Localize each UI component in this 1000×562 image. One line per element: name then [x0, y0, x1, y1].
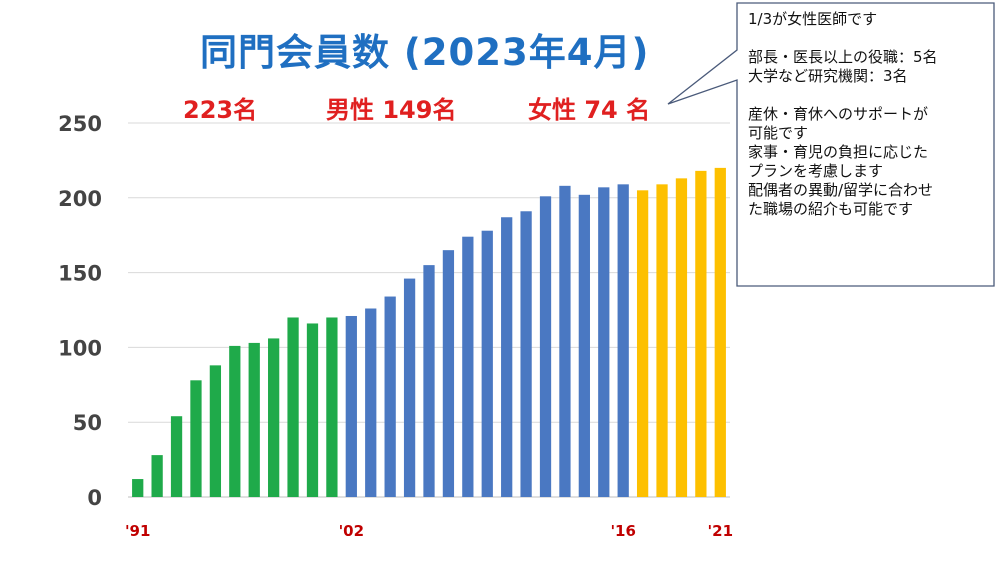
bar — [578, 194, 590, 498]
bar — [423, 265, 435, 497]
callout-line: た職場の紹介も可能です — [748, 200, 914, 218]
bar — [501, 217, 513, 498]
bar — [598, 187, 610, 497]
bar — [636, 190, 649, 497]
bar — [695, 170, 707, 497]
y-tick-label: 100 — [58, 336, 102, 360]
bar — [326, 317, 338, 497]
bar — [442, 250, 455, 497]
bar — [151, 455, 163, 497]
x-axis-ticks: '91 '02 '16 '21 — [125, 522, 733, 540]
bar — [190, 380, 202, 497]
bar — [306, 323, 319, 497]
bar — [617, 184, 629, 497]
callout-line: 家事・育児の負担に応じた — [748, 143, 929, 161]
callout-line — [748, 29, 988, 48]
x-tick-label: '21 — [708, 522, 733, 540]
y-tick-label: 250 — [58, 112, 102, 136]
callout-line: プランを考慮します — [748, 162, 884, 180]
bar — [209, 365, 222, 497]
bar — [481, 230, 493, 497]
callout-line: 部長・医長以上の役職：5名 — [748, 48, 938, 66]
x-tick-label: '02 — [339, 522, 364, 540]
male-members: 男性 149名 — [326, 96, 457, 124]
bar — [675, 178, 688, 498]
bar — [462, 236, 474, 498]
bar — [559, 185, 571, 497]
bar — [384, 296, 396, 497]
bar — [170, 416, 183, 497]
callout-line: 1/3が女性医師です — [748, 10, 878, 28]
callout-line: 産休・育休へのサポートが — [748, 105, 929, 123]
callout-line: 配偶者の異動/留学に合わせ — [748, 181, 934, 199]
bar — [287, 317, 299, 497]
bar — [268, 338, 280, 497]
total-members: 223名 — [183, 96, 258, 124]
y-tick-label: 0 — [87, 486, 102, 510]
chart-title: 同門会員数 (2023年4月) — [200, 31, 650, 74]
bar — [403, 278, 416, 497]
x-tick-label: '91 — [125, 522, 150, 540]
bar — [345, 315, 357, 497]
bar — [229, 345, 241, 497]
female-members: 女性 74 名 — [528, 96, 651, 124]
bar — [248, 342, 260, 497]
y-axis-ticks: 0 50 100 150 200 250 — [58, 112, 102, 510]
callout-line — [748, 86, 988, 105]
bars — [132, 167, 726, 498]
y-tick-label: 150 — [58, 262, 102, 286]
callout-line: 大学など研究機関：3名 — [748, 67, 908, 85]
callout-line: 可能です — [748, 124, 809, 142]
bar — [539, 196, 552, 497]
y-tick-label: 50 — [73, 411, 102, 435]
bar — [132, 479, 144, 497]
x-tick-label: '16 — [610, 522, 635, 540]
bar — [520, 211, 532, 497]
bar — [656, 184, 668, 497]
bar — [714, 167, 726, 497]
y-tick-label: 200 — [58, 187, 102, 211]
bar — [365, 308, 377, 497]
callout-text: 1/3が女性医師です部長・医長以上の役職：5名 大学など研究機関：3名産休・育休へ… — [748, 10, 988, 219]
